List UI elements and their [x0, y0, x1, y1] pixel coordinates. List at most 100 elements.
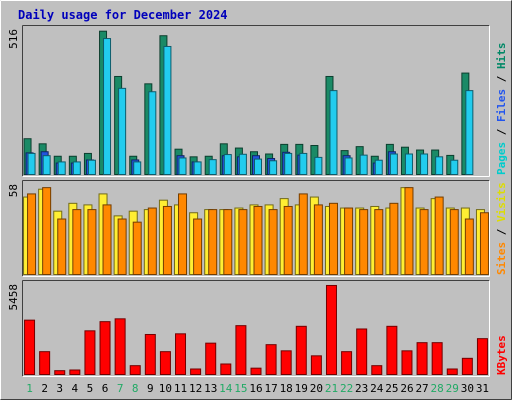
x-tick-label: 15: [234, 382, 247, 395]
x-tick-label: 28: [431, 382, 444, 395]
bar-kbytes: [476, 338, 488, 375]
bar-kbytes: [341, 351, 353, 375]
bar-pages: [208, 159, 217, 176]
bar-sites: [449, 209, 459, 276]
series-sites: [27, 187, 489, 276]
x-axis-labels: 1 2 3 4 5 6 7 8 9 10 11 12 13 14 15 16 17 18 19 20 21 22 23 24 2…: [26, 382, 489, 395]
x-tick-label: 19: [295, 382, 308, 395]
bar-pages: [359, 154, 368, 176]
x-tick-label: 3: [56, 382, 63, 395]
axis-max-label: 58: [7, 184, 20, 197]
bar-kbytes: [99, 321, 111, 375]
bar-kbytes: [371, 365, 383, 375]
x-tick-label: 13: [204, 382, 217, 395]
bar-kbytes: [54, 370, 66, 375]
bar-kbytes: [220, 363, 232, 376]
x-tick-label: 31: [476, 382, 489, 395]
bar-kbytes: [205, 342, 217, 375]
bar-pages: [420, 153, 429, 175]
bar-pages: [103, 38, 112, 176]
visits-panel: 58 Sites / Visits: [7, 180, 508, 277]
legend-entry: Sites: [495, 242, 508, 275]
bar-sites: [268, 209, 278, 276]
x-tick-label: 9: [147, 382, 154, 395]
bar-kbytes: [114, 318, 126, 375]
x-tick-label: 12: [189, 382, 202, 395]
kbytes-panel: 5458 KBytes: [7, 280, 508, 377]
series-legend: Sites / Visits: [495, 182, 508, 275]
bar-pages: [133, 161, 142, 176]
bar-sites: [178, 193, 188, 275]
bar-kbytes: [144, 333, 156, 376]
bar-kbytes: [235, 325, 247, 375]
bar-sites: [87, 209, 97, 276]
bar-kbytes: [310, 355, 322, 376]
bar-sites: [283, 205, 293, 275]
bar-pages: [57, 161, 66, 176]
bar-pages: [435, 156, 444, 175]
x-tick-label: 22: [340, 382, 353, 395]
bar-sites: [253, 205, 263, 275]
bar-kbytes: [280, 350, 292, 375]
bar-pages: [269, 160, 278, 175]
bar-pages: [163, 45, 172, 175]
bar-kbytes: [356, 328, 368, 376]
x-tick-label: 4: [72, 382, 79, 395]
bar-sites: [208, 209, 218, 276]
bar-pages: [314, 156, 323, 176]
bar-sites: [419, 209, 429, 276]
series-legend: KBytes: [495, 335, 508, 375]
legend-entry: KBytes: [495, 335, 508, 375]
bar-sites: [359, 209, 369, 276]
bar-pages: [284, 152, 293, 176]
bar-kbytes: [129, 365, 141, 375]
legend-entry: /: [495, 69, 508, 89]
bar-sites: [313, 204, 323, 275]
x-tick-label: 16: [249, 382, 262, 395]
bar-sites: [344, 207, 354, 275]
bar-pages: [42, 155, 51, 176]
x-tick-label: 17: [264, 382, 277, 395]
bar-sites: [479, 212, 489, 275]
series-legend: Pages / Files / Hits: [495, 43, 508, 176]
bar-pages: [27, 152, 36, 176]
bar-sites: [193, 218, 203, 275]
bar-sites: [223, 209, 233, 276]
legend-entry: /: [495, 222, 508, 242]
x-tick-label: 23: [355, 382, 368, 395]
bar-sites: [27, 193, 37, 275]
bar-sites: [102, 204, 112, 275]
x-tick-label: 26: [400, 382, 413, 395]
bar-sites: [72, 209, 82, 276]
legend-entry: Hits: [495, 43, 508, 70]
bar-pages: [223, 154, 232, 175]
bar-kbytes: [401, 350, 413, 375]
bar-sites: [57, 218, 67, 275]
bar-pages: [178, 157, 187, 176]
legend-entry: /: [495, 122, 508, 142]
bar-sites: [374, 209, 384, 276]
bar-kbytes: [190, 368, 202, 376]
bar-kbytes: [250, 367, 262, 375]
legend-entry: Pages: [495, 142, 508, 175]
bar-sites: [464, 218, 474, 275]
bar-kbytes: [446, 368, 458, 376]
bar-sites: [298, 193, 308, 275]
bar-pages: [389, 153, 398, 175]
bar-sites: [238, 209, 248, 276]
bar-pages: [299, 152, 308, 176]
bar-sites: [42, 187, 52, 275]
bar-sites: [389, 202, 399, 276]
bar-pages: [148, 91, 157, 175]
bar-sites: [162, 205, 172, 275]
bar-kbytes: [295, 325, 307, 375]
series-pages: [27, 38, 474, 176]
x-tick-label: 25: [385, 382, 398, 395]
legend-entry: Visits: [495, 182, 508, 222]
bar-kbytes: [386, 325, 398, 375]
legend-entry: Files: [495, 89, 508, 122]
bar-kbytes: [461, 357, 473, 376]
